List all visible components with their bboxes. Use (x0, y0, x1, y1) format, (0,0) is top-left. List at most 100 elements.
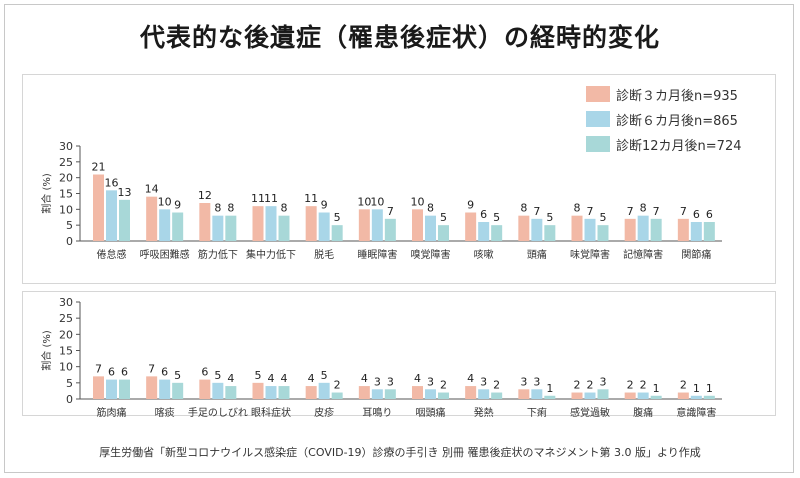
bar-bottom-10-0 (624, 392, 636, 399)
bar-bottom-2-2 (225, 386, 237, 399)
data-label-bottom-0-2: 6 (121, 366, 128, 379)
data-label-top-6-2: 5 (440, 211, 447, 224)
data-label-bottom-10-1: 2 (640, 379, 647, 392)
bar-bottom-3-1 (265, 386, 277, 399)
bar-top-4-1 (318, 212, 330, 241)
bar-bottom-8-1 (531, 389, 543, 399)
bar-bottom-9-0 (571, 392, 583, 399)
data-label-bottom-2-1: 5 (214, 369, 221, 382)
chart-title: 代表的な後遺症（罹患後症状）の経時的変化 (139, 23, 660, 52)
data-label-top-1-0: 14 (145, 183, 159, 196)
bar-bottom-1-1 (159, 379, 171, 399)
bar-bottom-6-1 (425, 389, 436, 399)
category-label-bottom-4: 皮疹 (314, 406, 334, 419)
bar-bottom-4-2 (331, 392, 343, 399)
bar-top-6-1 (425, 215, 436, 241)
bar-top-1-2 (172, 212, 184, 241)
category-label-top-11: 関節痛 (681, 248, 711, 261)
y-tick-label-top: 30 (59, 140, 73, 153)
bar-bottom-11-1 (690, 395, 702, 399)
bar-top-9-1 (584, 218, 596, 241)
y-tick-label-bottom: 0 (66, 393, 73, 406)
bar-bottom-7-0 (465, 386, 477, 399)
category-label-bottom-5: 耳鳴り (362, 406, 392, 419)
data-label-top-5-0: 10 (357, 195, 371, 208)
data-label-top-7-0: 9 (467, 199, 474, 212)
data-label-bottom-10-0: 2 (627, 379, 634, 392)
data-label-top-10-1: 8 (640, 202, 647, 215)
bar-top-10-2 (650, 218, 662, 241)
legend-label-6months: 診断６カ月後n=865 (616, 114, 738, 129)
category-label-top-2: 筋力低下 (198, 248, 238, 261)
bar-bottom-0-1 (106, 379, 117, 399)
category-label-top-10: 記憶障害 (623, 248, 663, 261)
category-label-top-1: 呼吸困難感 (140, 248, 190, 261)
data-label-top-9-0: 8 (574, 202, 581, 215)
y-tick-label-top: 0 (66, 235, 73, 248)
bar-bottom-9-2 (597, 389, 609, 399)
bar-top-3-0 (252, 206, 264, 241)
bar-top-11-2 (703, 222, 715, 241)
bar-top-11-0 (677, 218, 689, 241)
data-label-top-3-2: 8 (281, 202, 288, 215)
bar-top-10-1 (637, 215, 649, 241)
bar-bottom-0-2 (119, 379, 130, 399)
category-label-bottom-3: 眼科症状 (251, 406, 291, 419)
legend-label-3months: 診断３カ月後n=935 (616, 89, 738, 104)
data-label-bottom-8-2: 1 (546, 382, 553, 395)
y-tick-label-bottom: 15 (59, 345, 73, 358)
data-label-bottom-5-2: 3 (387, 375, 394, 388)
legend-swatch-12months (586, 136, 610, 152)
bar-top-7-1 (478, 222, 490, 241)
data-label-top-10-0: 7 (627, 205, 634, 218)
data-label-top-10-2: 7 (653, 205, 660, 218)
bar-bottom-5-0 (358, 386, 370, 399)
bar-bottom-7-2 (491, 392, 503, 399)
category-label-bottom-1: 喀痰 (155, 406, 175, 419)
data-label-bottom-3-1: 4 (268, 372, 275, 385)
bar-bottom-7-1 (478, 389, 490, 399)
legend-item-6months: 診断６カ月後n=865 (586, 110, 786, 129)
legend-item-12months: 診断12カ月後n=724 (586, 135, 786, 154)
data-label-top-3-0: 11 (251, 192, 265, 205)
bar-bottom-0-0 (93, 376, 104, 399)
bar-bottom-9-1 (584, 392, 596, 399)
bar-top-0-1 (106, 190, 117, 241)
data-label-bottom-0-0: 7 (95, 362, 102, 375)
category-label-top-3: 集中力低下 (246, 248, 296, 261)
bar-top-3-2 (278, 215, 290, 241)
bar-top-4-2 (331, 225, 343, 241)
data-label-bottom-0-1: 6 (108, 366, 115, 379)
legend-item-3months: 診断３カ月後n=935 (586, 85, 786, 104)
bar-top-6-0 (412, 209, 423, 241)
data-label-top-4-2: 5 (334, 211, 341, 224)
legend-swatch-3months (586, 86, 610, 102)
y-tick-label-bottom: 20 (59, 328, 73, 341)
data-label-bottom-7-0: 4 (467, 372, 474, 385)
bar-top-6-2 (438, 225, 449, 241)
data-label-bottom-4-0: 4 (308, 372, 315, 385)
bar-top-7-2 (491, 225, 503, 241)
bar-top-4-0 (305, 206, 317, 241)
bar-bottom-4-1 (318, 382, 330, 399)
data-label-top-4-0: 11 (304, 192, 318, 205)
bar-top-8-0 (518, 215, 530, 241)
category-label-bottom-2: 手足のしびれ (188, 406, 248, 419)
bar-top-7-0 (465, 212, 477, 241)
y-axis-label-bottom: 割合 (%) (40, 330, 53, 371)
bar-top-5-1 (371, 209, 383, 241)
bar-bottom-3-0 (252, 382, 264, 399)
data-label-bottom-5-0: 4 (361, 372, 368, 385)
data-label-bottom-10-2: 1 (653, 382, 660, 395)
data-label-bottom-6-2: 2 (440, 379, 447, 392)
y-tick-label-bottom: 10 (59, 361, 73, 374)
category-label-bottom-6: 咽頭痛 (416, 406, 446, 419)
bar-bottom-4-0 (305, 386, 317, 399)
data-label-bottom-6-1: 3 (427, 375, 434, 388)
bar-top-0-2 (119, 199, 130, 241)
category-label-top-0: 倦怠感 (97, 248, 127, 261)
data-label-top-6-0: 10 (411, 195, 425, 208)
data-label-bottom-3-0: 5 (255, 369, 262, 382)
data-label-top-8-2: 5 (546, 211, 553, 224)
